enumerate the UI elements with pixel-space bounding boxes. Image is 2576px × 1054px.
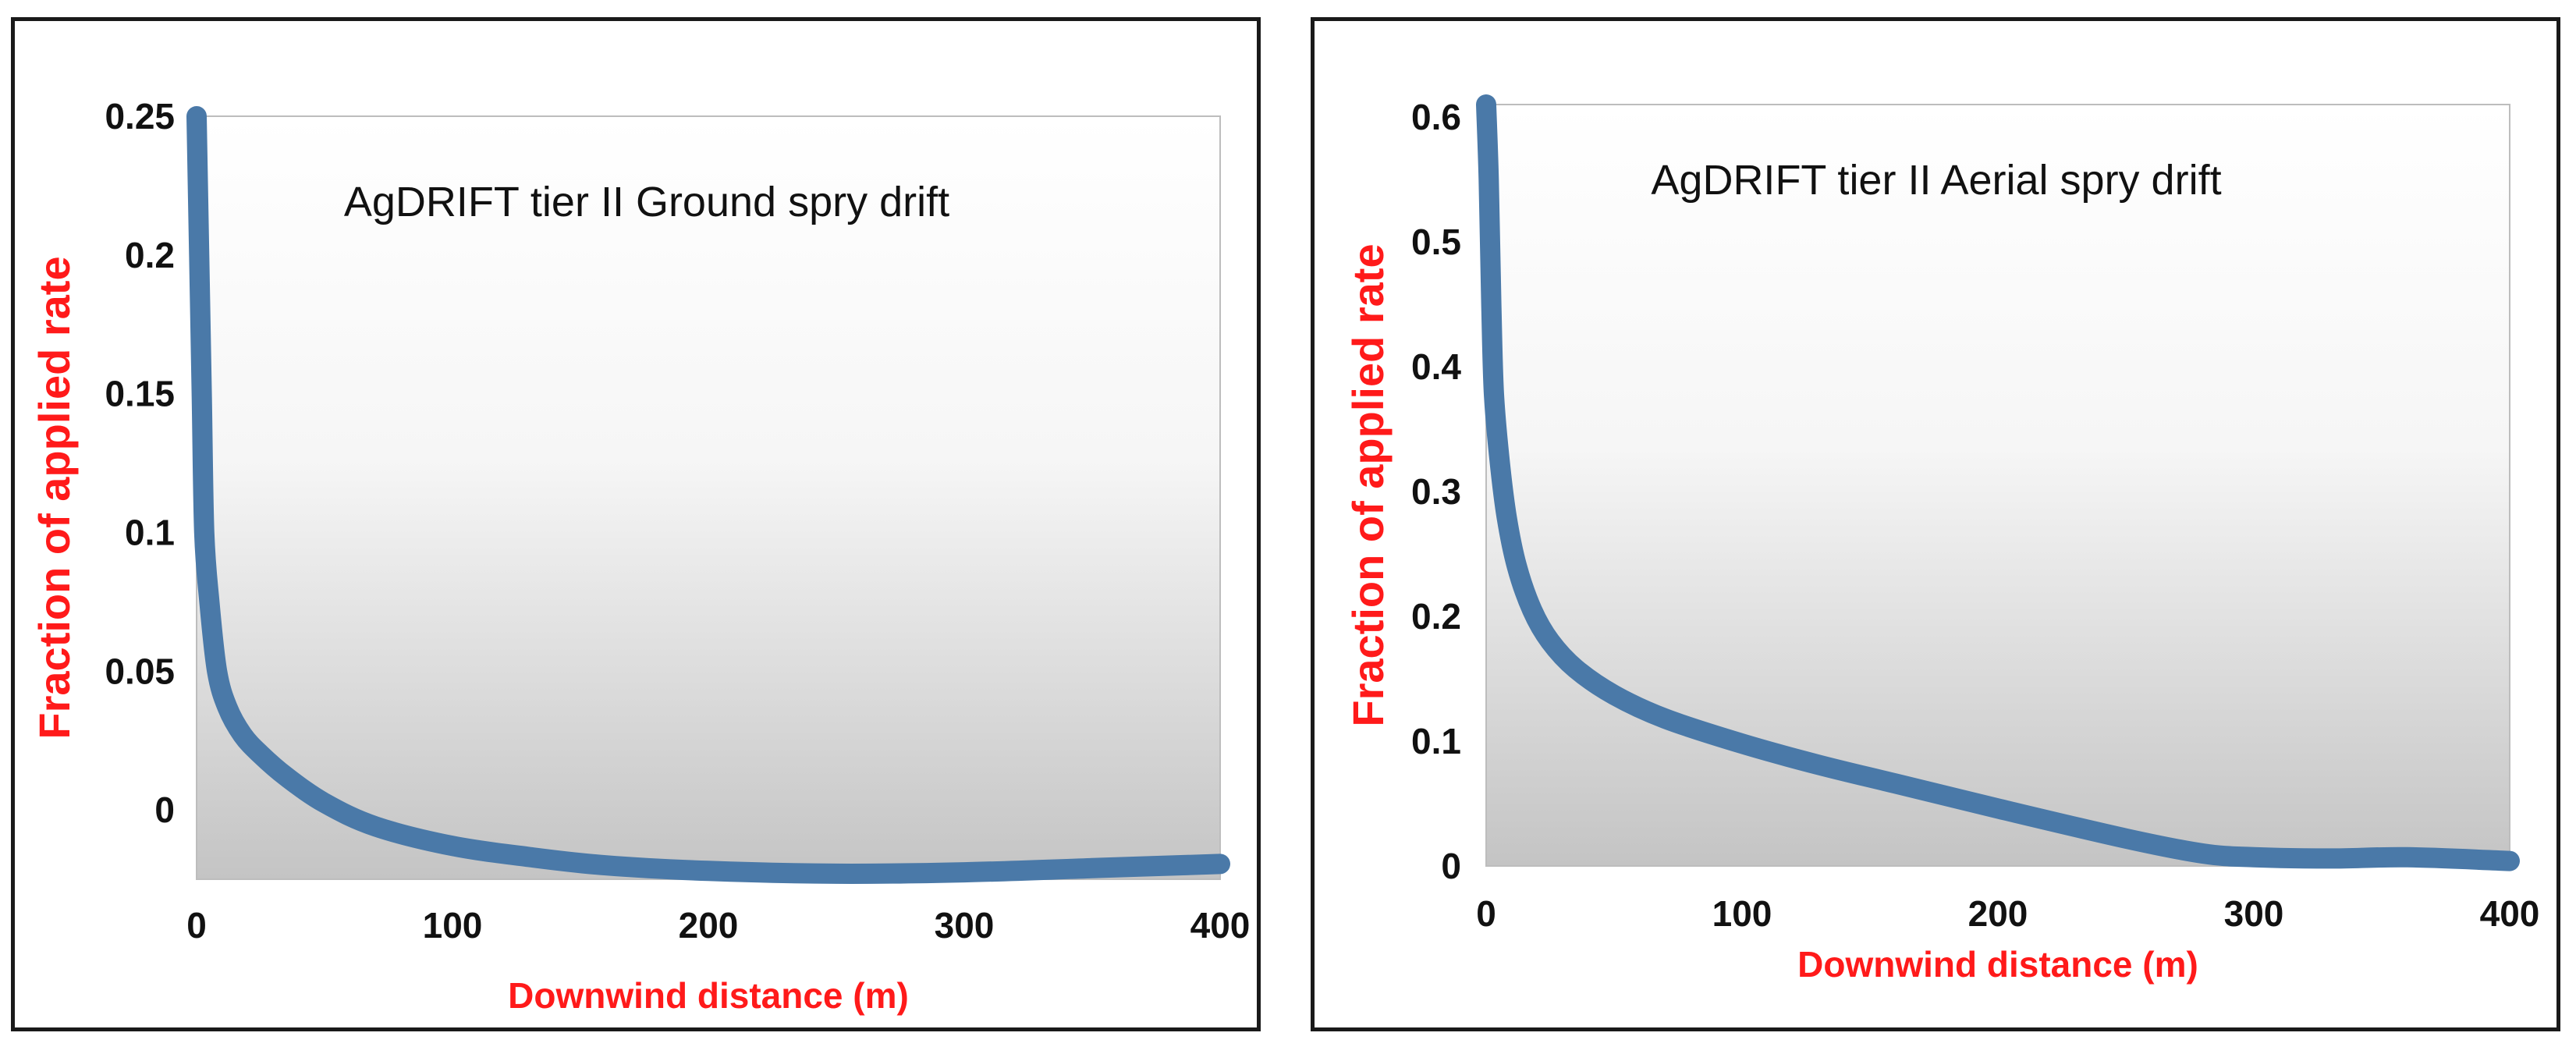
ground-y-tick-label: 0.05 [105,651,175,691]
aerial-plot-area [1485,104,2510,867]
aerial-y-tick-label: 0.5 [1411,222,1461,262]
aerial-y-tick-label: 0.1 [1411,721,1461,761]
ground-y-axis-title: Fraction of applied rate [30,256,79,739]
aerial-x-tick-label: 200 [1968,893,2028,934]
aerial-x-tick-label: 300 [2224,893,2284,934]
aerial-drift-line [1476,94,2520,871]
aerial-x-axis-title: Downwind distance (m) [1797,944,2198,985]
aerial-y-axis-title: Fraction of applied rate [1343,243,1393,726]
ground-y-tick-label: 0.2 [125,235,175,275]
ground-x-tick-label: 300 [935,905,995,946]
ground-y-tick-label: 0.25 [105,96,175,137]
ground-drift-chart: 0.25 0.2 0.15 0.1 0.05 0 0 100 200 300 400 AgDRIFT … [30,96,1251,1016]
aerial-y-tick-label: 0.6 [1411,97,1461,137]
ground-x-tick-label: 100 [423,905,483,946]
ground-x-tick-label: 400 [1190,905,1251,946]
ground-chart-title: AgDRIFT tier II Ground spry drift [344,179,949,225]
aerial-chart-title: AgDRIFT tier II Aerial spry drift [1651,157,2221,204]
aerial-x-tick-label: 0 [1476,893,1496,934]
aerial-x-tick-label: 100 [1712,893,1772,934]
ground-drift-chart-panel: 0.25 0.2 0.15 0.1 0.05 0 0 100 200 300 400 AgDRIFT … [11,17,1261,1031]
aerial-x-tick-label: 400 [2480,893,2540,934]
ground-x-axis-title: Downwind distance (m) [508,975,909,1016]
aerial-y-tick-label: 0.4 [1411,346,1461,387]
ground-y-tick-label: 0.15 [105,374,175,414]
aerial-y-tick-label: 0.2 [1411,596,1461,637]
aerial-y-tick-label: 0.3 [1411,471,1461,512]
ground-drift-line [186,106,1230,884]
ground-plot-area [196,115,1221,880]
aerial-drift-chart-panel: 0.6 0.5 0.4 0.3 0.2 0.1 0 0 100 200 300 400 AgDRIFT … [1311,17,2560,1031]
ground-y-tick-label: 0.1 [125,512,175,552]
ground-x-tick-label: 0 [186,905,207,946]
aerial-y-tick-label: 0 [1441,846,1461,886]
ground-y-tick-label: 0 [154,790,175,830]
ground-x-tick-label: 200 [679,905,739,946]
aerial-drift-chart: 0.6 0.5 0.4 0.3 0.2 0.1 00 100 200 300 400 AgDRIFT … [1343,94,2540,985]
